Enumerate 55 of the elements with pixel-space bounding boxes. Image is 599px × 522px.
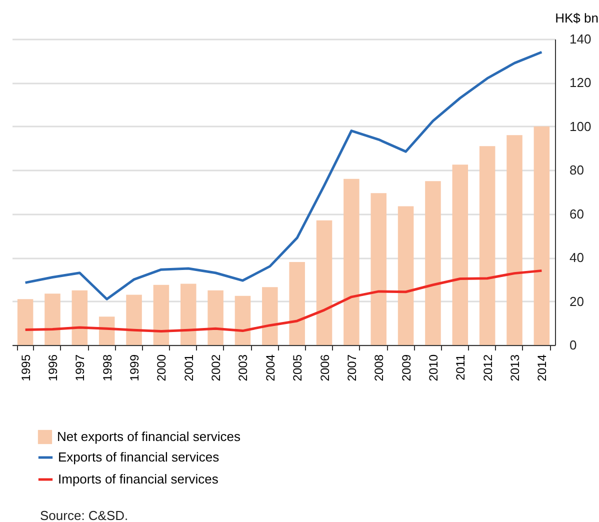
x-tick-label: 1998 [100, 354, 114, 382]
x-tick-label: 2013 [508, 354, 522, 382]
x-tick-label: 2008 [372, 354, 386, 382]
x-tick-label: 2002 [209, 354, 224, 382]
x-tick-label: 1996 [46, 354, 60, 382]
source-note: Source: C&SD. [40, 508, 128, 522]
bar [425, 181, 441, 345]
y-tick-label: 100 [570, 118, 592, 134]
bar [17, 299, 34, 345]
y-tick-label: 120 [570, 75, 592, 90]
bar [208, 290, 224, 345]
x-tick-label: 2004 [263, 354, 278, 382]
bar [262, 287, 278, 345]
x-tick-label: 2012 [480, 354, 495, 382]
bar [316, 220, 332, 345]
bar [534, 126, 550, 345]
x-tick-label: 2010 [426, 354, 440, 382]
bar [506, 135, 522, 345]
x-tick-label: 2003 [236, 354, 250, 382]
bar [153, 284, 170, 345]
bar [98, 316, 115, 345]
x-tick-label: 1995 [18, 354, 33, 382]
bar [452, 164, 468, 345]
bar [234, 296, 251, 345]
bar [289, 262, 305, 345]
bar [44, 294, 60, 345]
y-tick-label: 0 [570, 338, 577, 352]
x-tick-label: 2009 [399, 354, 414, 382]
bar [370, 193, 386, 345]
x-tick-label: 2011 [454, 354, 468, 380]
y-axis-title: HK$ bn [555, 10, 598, 26]
x-tick-label: 2000 [154, 354, 169, 382]
legend-label: Net exports of financial services [57, 429, 242, 444]
bar [72, 290, 88, 345]
y-tick-label: 40 [570, 250, 584, 266]
legend-label: Exports of financial services [58, 450, 220, 464]
y-tick-label: 140 [570, 32, 592, 46]
bar [126, 294, 142, 345]
bar [398, 206, 414, 345]
x-tick-label: 2001 [182, 354, 196, 382]
x-tick-label: 2005 [290, 354, 305, 382]
y-tick-label: 20 [570, 294, 584, 309]
bar [344, 178, 360, 345]
x-tick-label: 1997 [73, 354, 88, 382]
x-tick-label: 1999 [128, 354, 142, 382]
bar [479, 146, 496, 345]
y-tick-label: 80 [570, 162, 584, 178]
bar [180, 284, 196, 345]
x-tick-label: 2006 [318, 354, 332, 382]
line-series [24, 50, 543, 300]
x-tick-label: 2007 [344, 354, 359, 382]
x-tick-label: 2014 [535, 354, 550, 382]
y-tick-label: 60 [570, 206, 584, 222]
legend-label: Imports of financial services [58, 472, 219, 486]
line-series [24, 269, 543, 332]
